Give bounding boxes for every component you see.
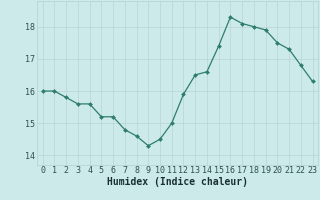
X-axis label: Humidex (Indice chaleur): Humidex (Indice chaleur) [107, 177, 248, 187]
